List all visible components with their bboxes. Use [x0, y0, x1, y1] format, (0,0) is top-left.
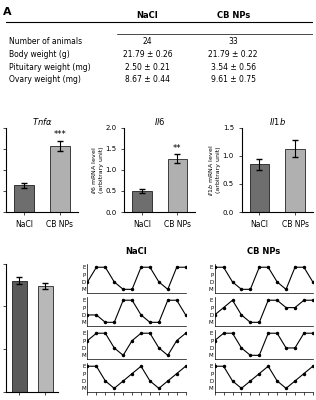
- Bar: [285, 148, 305, 212]
- Title: $Il1b$: $Il1b$: [269, 116, 286, 127]
- Text: **: **: [173, 144, 182, 153]
- Text: CB NPs: CB NPs: [216, 11, 250, 20]
- Text: Ovary weight (mg): Ovary weight (mg): [9, 75, 81, 84]
- Y-axis label: $Il6$ mRNA level
(arbitrary unit): $Il6$ mRNA level (arbitrary unit): [90, 146, 104, 194]
- Bar: [50, 146, 70, 212]
- Text: 21.79 ± 0.22: 21.79 ± 0.22: [208, 50, 258, 59]
- Text: A: A: [3, 7, 12, 17]
- Bar: [12, 281, 27, 392]
- Title: $Tnf\alpha$: $Tnf\alpha$: [32, 116, 52, 127]
- Bar: [38, 286, 52, 392]
- Y-axis label: $Il1b$ mRNA level
(arbitrary unit): $Il1b$ mRNA level (arbitrary unit): [208, 144, 221, 196]
- Bar: [167, 158, 187, 212]
- Text: Number of animals: Number of animals: [9, 37, 82, 46]
- Text: NaCl: NaCl: [137, 11, 158, 20]
- Bar: [250, 164, 269, 212]
- Text: NaCl: NaCl: [126, 247, 148, 256]
- Text: Body weight (g): Body weight (g): [9, 50, 70, 59]
- Text: 33: 33: [228, 37, 238, 46]
- Text: 21.79 ± 0.26: 21.79 ± 0.26: [123, 50, 172, 59]
- Text: 8.67 ± 0.44: 8.67 ± 0.44: [125, 75, 170, 84]
- Text: ***: ***: [53, 130, 66, 139]
- Text: 24: 24: [143, 37, 152, 46]
- Text: 2.50 ± 0.21: 2.50 ± 0.21: [125, 62, 170, 72]
- Text: CB NPs: CB NPs: [247, 247, 280, 256]
- Text: Pituitary weight (mg): Pituitary weight (mg): [9, 62, 91, 72]
- Title: $Il6$: $Il6$: [154, 116, 165, 127]
- Bar: [132, 191, 152, 212]
- Text: 3.54 ± 0.56: 3.54 ± 0.56: [210, 62, 256, 72]
- Bar: [14, 186, 34, 212]
- Text: 9.61 ± 0.75: 9.61 ± 0.75: [211, 75, 256, 84]
